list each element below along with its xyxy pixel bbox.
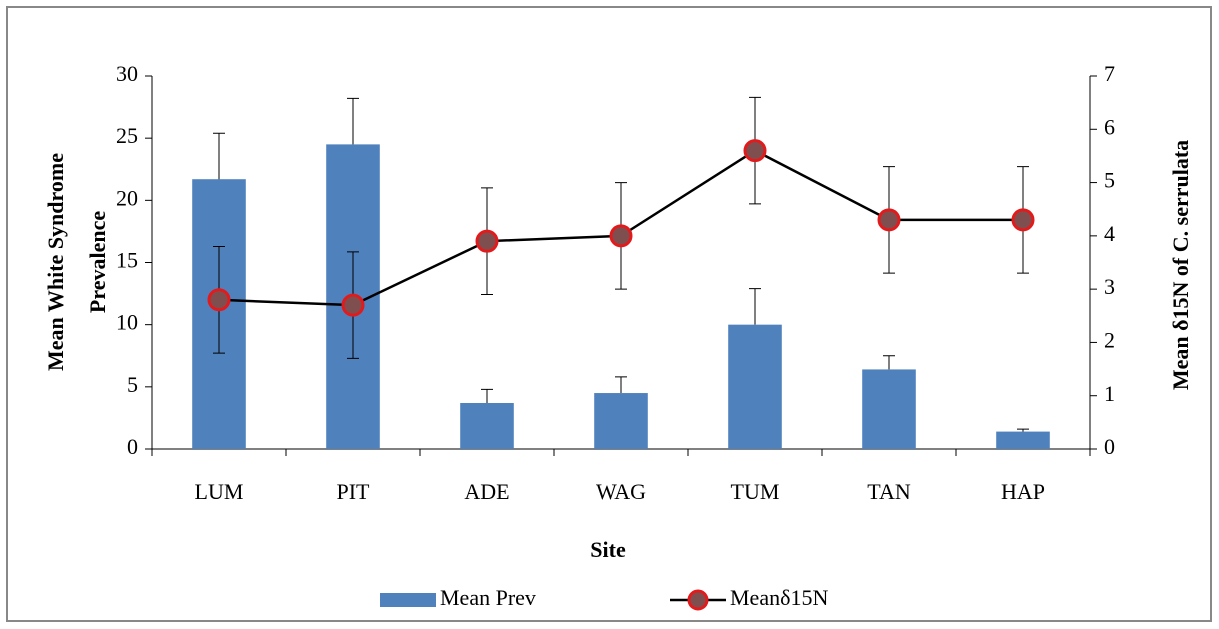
legend-label: Meanδ15N <box>730 585 828 610</box>
marker <box>207 288 231 312</box>
legend-swatch <box>687 589 709 611</box>
y2-tick-label: 6 <box>1104 114 1115 139</box>
x-tick-label: ADE <box>464 479 509 504</box>
x-tick-label: TUM <box>731 479 780 504</box>
marker <box>877 208 901 232</box>
x-tick-label: LUM <box>195 479 244 504</box>
y2-tick-label: 3 <box>1104 274 1115 299</box>
error-bar <box>213 132 225 180</box>
bar <box>460 402 514 449</box>
error-bar <box>883 355 895 370</box>
y-tick-label: 0 <box>127 434 138 459</box>
marker <box>609 224 633 248</box>
y2-axis-title: Mean δ15N of C. serrulata <box>1168 140 1193 390</box>
error-bar <box>1017 428 1029 432</box>
bar <box>728 324 782 449</box>
y-tick-label: 10 <box>116 310 138 335</box>
x-tick-label: PIT <box>337 479 371 504</box>
marker <box>475 229 499 253</box>
legend-swatch <box>380 593 436 607</box>
x-axis-title: Site <box>590 537 626 562</box>
y2-tick-label: 2 <box>1104 327 1115 352</box>
legend-label: Mean Prev <box>440 585 536 610</box>
y-tick-label: 15 <box>116 248 138 273</box>
bar <box>594 393 648 449</box>
x-tick-label: HAP <box>1001 479 1045 504</box>
y2-tick-label: 1 <box>1104 381 1115 406</box>
error-bar <box>615 376 627 394</box>
y2-tick-label: 5 <box>1104 168 1115 193</box>
y2-tick-label: 0 <box>1104 434 1115 459</box>
y-tick-label: 20 <box>116 185 138 210</box>
marker <box>743 139 767 163</box>
x-tick-label: TAN <box>867 479 911 504</box>
y2-tick-label: 4 <box>1104 221 1115 246</box>
error-bar <box>347 97 359 145</box>
y-axis-title: Prevalence <box>85 211 110 313</box>
y-axis-title: Mean White Syndrome <box>43 153 68 371</box>
marker <box>1011 208 1035 232</box>
bar <box>862 369 916 449</box>
chart-border <box>6 6 1212 622</box>
error-bar <box>481 388 493 403</box>
y-tick-label: 25 <box>116 123 138 148</box>
bar <box>996 431 1050 449</box>
y2-tick-label: 7 <box>1104 61 1115 86</box>
marker <box>341 293 365 317</box>
x-tick-label: WAG <box>596 479 646 504</box>
error-bar <box>749 288 761 325</box>
y-tick-label: 5 <box>127 372 138 397</box>
y-tick-label: 30 <box>116 61 138 86</box>
